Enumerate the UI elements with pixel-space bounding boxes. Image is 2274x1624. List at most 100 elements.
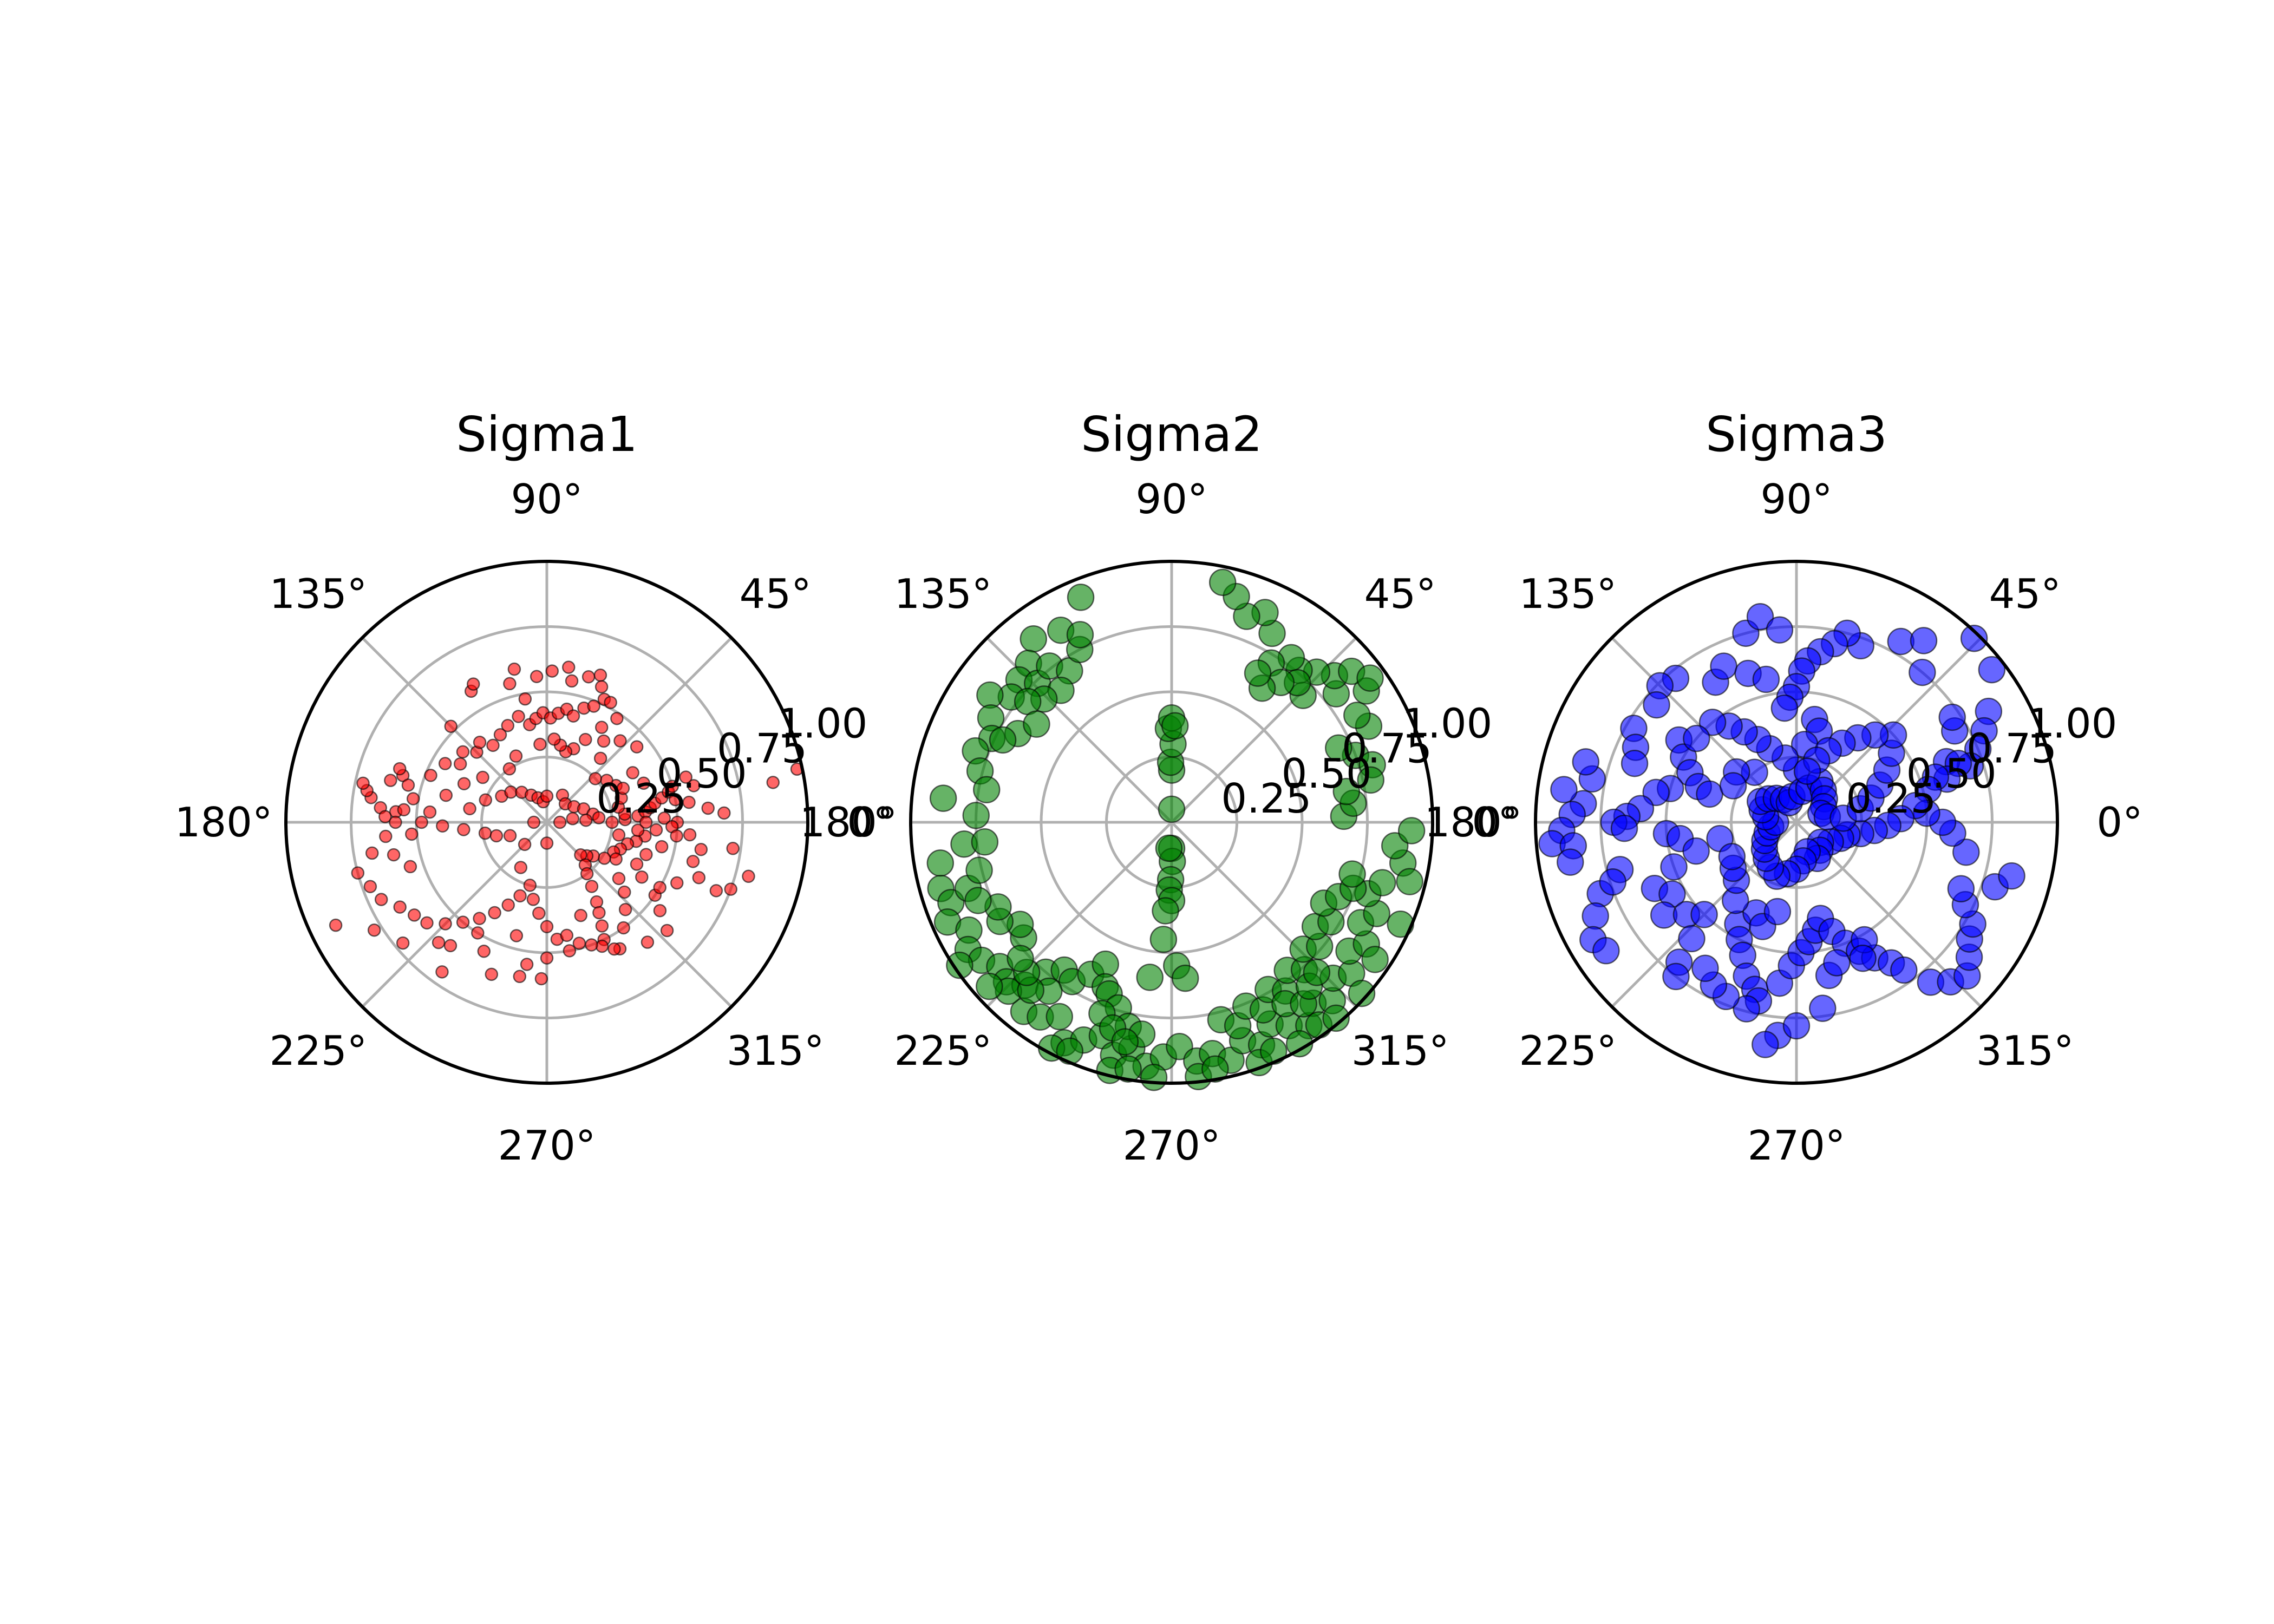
data-point-44 <box>1696 780 1723 808</box>
data-point-147 <box>533 737 547 751</box>
data-point-86 <box>595 919 609 933</box>
data-point-110 <box>1332 777 1361 806</box>
data-point-15 <box>456 745 470 759</box>
data-point-30 <box>587 699 600 713</box>
data-point-115 <box>1952 838 1980 866</box>
data-point-60 <box>605 815 619 829</box>
data-point-164 <box>1396 868 1423 895</box>
chart-title: Sigma2 <box>1081 406 1263 462</box>
data-point-99 <box>488 906 501 920</box>
data-point-163 <box>709 884 723 898</box>
data-point-98 <box>501 898 515 912</box>
data-point-139 <box>593 751 607 765</box>
data-point-120 <box>660 924 674 938</box>
data-point-6 <box>1161 712 1189 740</box>
data-point-2 <box>1978 656 2006 684</box>
data-point-178 <box>509 929 524 942</box>
series-points <box>329 660 804 986</box>
r-tick-label: 0.75 <box>717 725 807 772</box>
data-point-17 <box>473 736 487 749</box>
data-point-163 <box>1397 817 1426 844</box>
r-tick-label: 0.25 <box>1221 775 1311 822</box>
data-point-142 <box>579 732 592 746</box>
data-point-173 <box>553 815 567 829</box>
data-point-155 <box>387 848 401 862</box>
data-point-137 <box>1322 1004 1350 1032</box>
data-point-126 <box>686 855 700 868</box>
data-point-96 <box>523 879 537 892</box>
data-point-161 <box>742 869 755 883</box>
theta-tick-label: 270° <box>1748 1122 1846 1169</box>
data-point-141 <box>594 721 609 734</box>
data-point-108 <box>351 866 365 880</box>
r-tick-label: 0.75 <box>1342 725 1432 772</box>
data-point-185 <box>1718 843 1746 870</box>
data-point-174 <box>527 815 541 829</box>
data-point-140 <box>597 734 611 748</box>
data-point-3 <box>356 776 370 790</box>
data-point-110 <box>367 923 381 937</box>
data-point-201 <box>630 740 644 754</box>
data-point-132 <box>1201 1055 1229 1083</box>
theta-tick-label: 270° <box>1123 1122 1221 1169</box>
data-point-112 <box>1947 875 1975 903</box>
data-point-115 <box>540 951 554 965</box>
data-point-44 <box>503 829 517 842</box>
data-point-34 <box>1710 652 1737 680</box>
theta-tick-label: 90° <box>1761 475 1833 523</box>
data-point-154 <box>405 827 419 841</box>
data-point-40 <box>436 819 449 833</box>
data-point-124 <box>670 876 684 890</box>
data-point-182 <box>432 935 446 949</box>
data-point-156 <box>1244 659 1272 687</box>
data-point-210 <box>507 662 521 676</box>
data-point-132 <box>669 793 682 807</box>
data-point-82 <box>580 867 594 881</box>
data-point-60 <box>1690 901 1718 928</box>
theta-tick-label: 135° <box>894 570 992 618</box>
data-point-128 <box>683 828 697 842</box>
data-point-143 <box>971 828 999 856</box>
chart-title: Sigma1 <box>456 406 638 462</box>
data-point-12 <box>1938 703 1966 731</box>
data-point-134 <box>679 770 692 784</box>
r-tick-label: 0.50 <box>1906 750 1997 797</box>
data-point-160 <box>397 803 411 817</box>
data-point-138 <box>976 972 1003 1000</box>
data-point-76 <box>1572 748 1600 776</box>
data-point-19 <box>493 728 507 742</box>
data-point-19 <box>1067 584 1095 611</box>
data-point-131 <box>682 795 696 809</box>
data-point-144 <box>962 802 990 829</box>
data-point-101 <box>456 915 470 929</box>
data-point-184 <box>477 945 491 958</box>
data-point-127 <box>694 842 708 856</box>
data-point-175 <box>1782 1012 1811 1040</box>
data-point-177 <box>514 861 528 874</box>
data-point-176 <box>518 837 532 852</box>
data-point-179 <box>520 958 534 971</box>
theta-tick-label: 180° <box>1424 798 1522 846</box>
data-point-199 <box>616 782 630 795</box>
data-point-193 <box>655 840 669 854</box>
theta-tick-label: 45° <box>1989 570 2061 618</box>
data-point-35 <box>565 674 579 688</box>
theta-tick-label: 0° <box>2096 798 2142 846</box>
data-point-189 <box>617 921 630 935</box>
theta-tick-label: 90° <box>511 475 583 523</box>
data-point-123 <box>653 881 666 894</box>
data-point-125 <box>692 870 706 885</box>
theta-tick-label: 90° <box>1136 475 1208 523</box>
r-tick-label: 0.50 <box>657 750 747 797</box>
data-point-31 <box>976 681 1004 709</box>
data-point-148 <box>509 749 523 763</box>
data-point-165 <box>766 776 780 789</box>
data-point-1 <box>1960 624 1988 652</box>
data-point-45 <box>463 802 476 816</box>
data-point-36 <box>972 776 1001 803</box>
data-point-15 <box>1171 964 1199 992</box>
data-point-41 <box>457 823 471 836</box>
data-point-190 <box>607 942 621 956</box>
data-point-158 <box>379 829 393 843</box>
